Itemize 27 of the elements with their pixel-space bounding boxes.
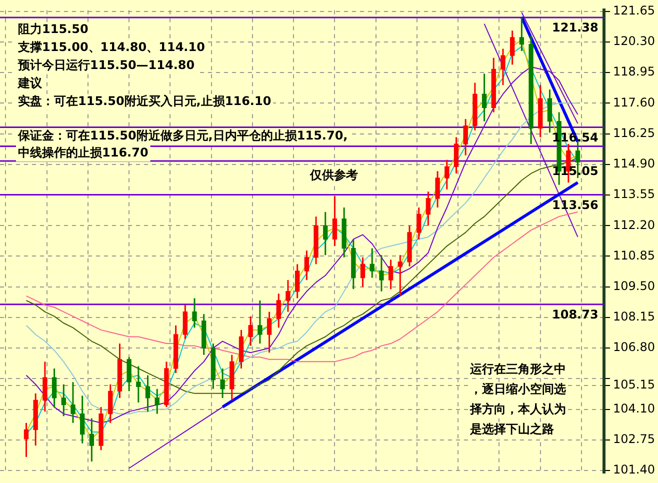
annotation: 预计今日运行115.50—114.80: [17, 58, 195, 72]
annotation: 支撑115.00、114.80、114.10: [17, 40, 205, 54]
y-tick-label: 104.10: [613, 401, 656, 416]
y-tick-label: 113.55: [613, 187, 656, 202]
y-tick-label: 117.60: [613, 95, 656, 110]
y-tick-label: 118.95: [613, 64, 656, 79]
y-tick-label: 105.15: [613, 378, 656, 392]
y-tick-label: 101.40: [613, 462, 656, 477]
y-tick-label: 102.75: [613, 432, 656, 446]
annotation: 仅供参考: [309, 168, 358, 182]
y-tick-label: 112.20: [613, 218, 656, 232]
y-tick-label: 109.50: [613, 278, 656, 293]
y-tick-label: 121.65: [613, 3, 656, 18]
y-tick-label: 110.85: [613, 248, 656, 262]
annotation: 保证金：可在115.50附近做多日元,日内平仓的止损115.70,: [17, 128, 348, 143]
y-tick-label: 106.80: [613, 340, 656, 354]
y-tick-label: 120.30: [613, 34, 656, 48]
annotation: 实盘：可在115.50附近买入日元,止损116.10: [18, 94, 272, 108]
ref-line-label: 108.73: [552, 307, 598, 322]
y-tick-label: 114.90: [613, 156, 656, 171]
annotation: 中线操作的止损116.70: [18, 146, 148, 160]
annotation: 阻力115.50: [18, 22, 88, 36]
annotation: 建议: [17, 76, 43, 90]
ref-line-label: 121.38: [552, 20, 598, 35]
y-tick-label: 116.25: [613, 126, 656, 140]
y-tick-label: 108.15: [613, 310, 656, 324]
annotation: 运行在三角形之中，逐日缩小空间选择方向，本人认为是选择下山之路: [469, 362, 566, 436]
